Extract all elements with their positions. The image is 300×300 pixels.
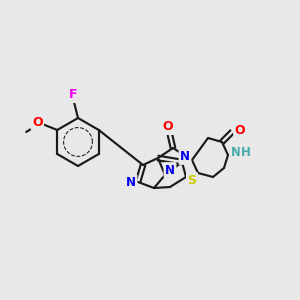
Text: O: O — [32, 116, 43, 128]
Text: N: N — [126, 176, 136, 188]
Text: H: H — [241, 146, 251, 160]
Text: N: N — [165, 164, 175, 176]
Text: O: O — [163, 121, 173, 134]
Text: N: N — [231, 146, 241, 160]
Text: N: N — [180, 151, 190, 164]
Text: S: S — [188, 173, 196, 187]
Text: F: F — [69, 88, 77, 101]
Text: O: O — [235, 124, 245, 137]
